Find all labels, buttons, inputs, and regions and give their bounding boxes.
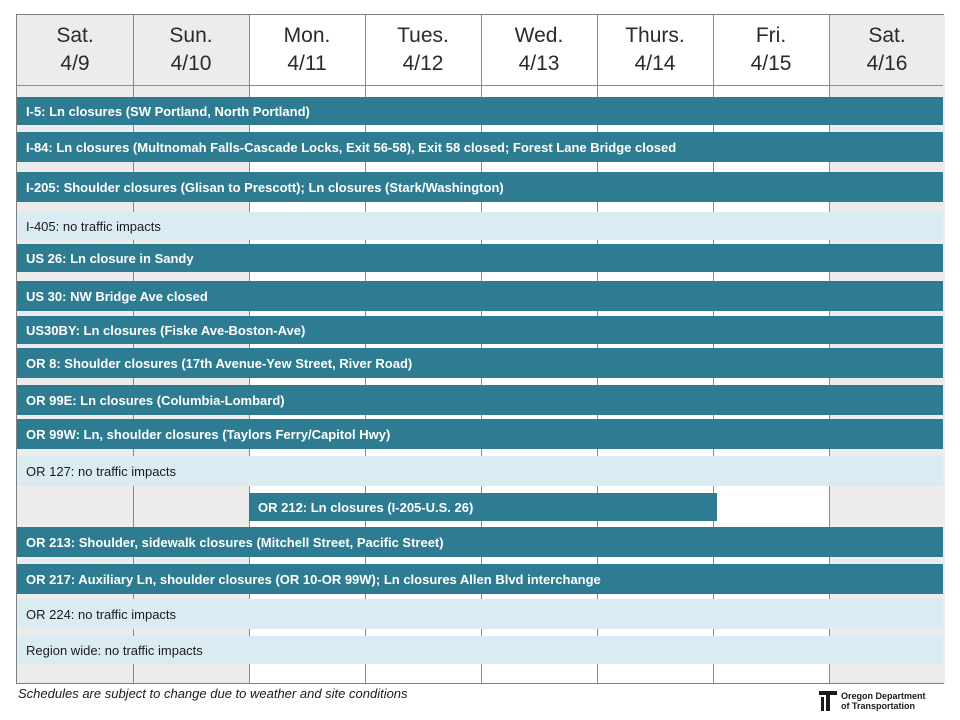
closure-calendar: Sat. 4/9 Sun. 4/10 Mon. 4/11 Tues. 4/12 Wed. 4/13… [16,14,945,684]
day-name: Sat. [868,24,906,47]
day-name: Tues. [397,24,449,47]
day-header: Sat. 4/16 [829,15,945,85]
day-header: Mon. 4/11 [249,15,365,85]
day-name: Fri. [755,24,787,47]
day-header: Thurs. 4/14 [597,15,713,85]
closure-bar: US 26: Ln closure in Sandy [17,244,943,272]
closure-bar: US 30: NW Bridge Ave closed [17,281,943,311]
logo-line-2: of Transportation [841,701,915,711]
day-header: Fri. 4/15 [713,15,829,85]
no-impact-bar: OR 224: no traffic impacts [17,599,943,629]
closure-bar: OR 8: Shoulder closures (17th Avenue-Yew… [17,348,943,378]
day-date: 4/12 [402,52,444,75]
footnote: Schedules are subject to change due to w… [18,686,408,701]
day-name: Sun. [169,24,213,47]
day-name: Thurs. [625,24,685,47]
no-impact-bar: I-405: no traffic impacts [17,212,943,240]
closure-bar: OR 212: Ln closures (I-205-U.S. 26) [249,493,717,521]
header-divider [17,85,943,86]
closure-bar: OR 217: Auxiliary Ln, shoulder closures … [17,564,943,594]
logo-line-1: Oregon Department [841,691,926,701]
day-date: 4/13 [518,52,560,75]
closure-bar: I-84: Ln closures (Multnomah Falls-Casca… [17,132,943,162]
day-date: 4/16 [866,52,908,75]
day-header: Sun. 4/10 [133,15,249,85]
day-name: Wed. [514,24,564,47]
day-date: 4/9 [60,52,90,75]
day-name: Sat. [56,24,94,47]
day-date: 4/10 [170,52,212,75]
day-date: 4/15 [750,52,792,75]
no-impact-bar: Region wide: no traffic impacts [17,636,943,664]
day-date: 4/14 [634,52,676,75]
day-header: Sat. 4/9 [17,15,133,85]
closure-bar: I-5: Ln closures (SW Portland, North Por… [17,97,943,125]
odot-logo-icon [819,691,837,711]
day-date: 4/11 [287,52,327,75]
day-header: Tues. 4/12 [365,15,481,85]
closure-bar: OR 213: Shoulder, sidewalk closures (Mit… [17,527,943,557]
odot-logo: Oregon Department of Transportation [818,690,926,712]
odot-logo-text: Oregon Department of Transportation [841,691,926,711]
closure-bar: OR 99E: Ln closures (Columbia-Lombard) [17,385,943,415]
day-header: Wed. 4/13 [481,15,597,85]
closure-bar: US30BY: Ln closures (Fiske Ave-Boston-Av… [17,316,943,344]
day-name: Mon. [283,24,331,47]
closure-bar: OR 99W: Ln, shoulder closures (Taylors F… [17,419,943,449]
no-impact-bar: OR 127: no traffic impacts [17,456,943,486]
closure-bar: I-205: Shoulder closures (Glisan to Pres… [17,172,943,202]
